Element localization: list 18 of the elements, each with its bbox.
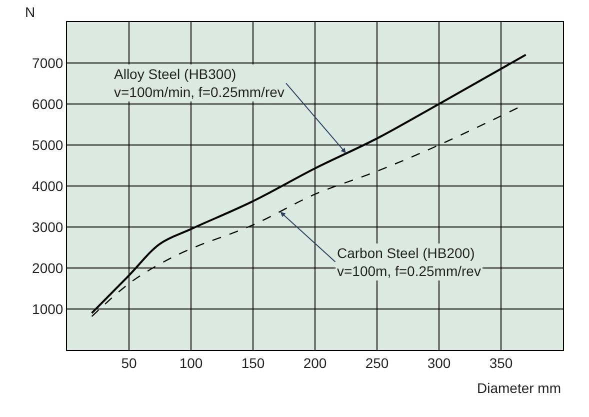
x-tick-label: 350 xyxy=(489,354,513,371)
x-tick-label: 150 xyxy=(241,354,265,371)
x-tick-label: 50 xyxy=(121,354,137,371)
annotation: Carbon Steel (HB200) v=100m, f=0.25mm/rev xyxy=(337,245,481,280)
x-tick-label: 250 xyxy=(365,354,389,371)
y-tick-label: 1000 xyxy=(32,300,64,317)
y-tick-label: 4000 xyxy=(32,178,64,194)
y-tick-label: 2000 xyxy=(32,260,64,276)
x-tick-label: 200 xyxy=(303,354,327,371)
y-tick-label: 3000 xyxy=(32,218,64,235)
annotation: Alloy Steel (HB300) v=100m/min, f=0.25mm/rev xyxy=(114,66,284,100)
y-tick-label: 5000 xyxy=(32,136,64,153)
x-axis-title: Diameter mm xyxy=(477,380,562,396)
y-tick-label: 7000 xyxy=(32,54,64,71)
x-tick-label: 100 xyxy=(179,354,203,371)
y-axis-title: N xyxy=(25,4,36,20)
y-tick-label: 6000 xyxy=(32,96,64,112)
x-tick-label: 300 xyxy=(427,354,451,371)
